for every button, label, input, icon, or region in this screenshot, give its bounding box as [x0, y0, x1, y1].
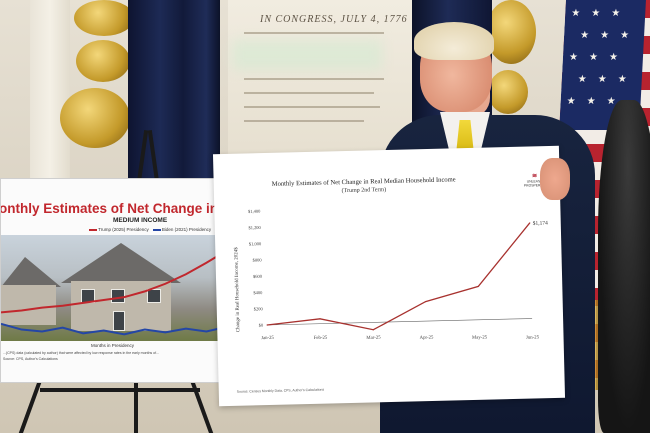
gold-ornament — [74, 0, 134, 36]
main-poster: Monthly Estimates of Net Change in Real … — [212, 145, 566, 407]
y-axis-label: Change in Real Household Income, 2024$ — [234, 247, 241, 333]
y-tick-label: $400 — [253, 290, 263, 295]
flag-star-icon: ★ — [610, 8, 621, 19]
income-data-point — [266, 324, 268, 326]
x-tick-label: Jan-25 — [261, 336, 275, 341]
left-poster-subtitle: MEDIUM INCOME — [113, 217, 168, 224]
data-label-latest: $1,174 — [533, 220, 549, 227]
flag-star-icon: ★ — [566, 96, 576, 107]
left-poster-legend: Trump (2025) Presidency Biden (2021) Pre… — [89, 227, 211, 232]
y-tick-label: $1,400 — [248, 209, 261, 215]
income-series-line — [267, 222, 531, 331]
left-poster-source: Source: CPS, Author's Calculations — [3, 357, 58, 361]
flag-star-icon: ★ — [597, 74, 608, 85]
left-poster-title: onthly Estimates of Net Change in Real H… — [0, 201, 245, 216]
x-axis-line — [267, 318, 533, 326]
y-tick-label: $800 — [253, 257, 263, 262]
gold-ornament — [488, 70, 528, 114]
x-tick-label: May-25 — [472, 335, 488, 340]
legend-label-trump: Trump (2025) Presidency — [98, 227, 149, 232]
y-tick-label: $1,000 — [249, 241, 262, 247]
x-tick-label: Feb-25 — [314, 336, 328, 341]
x-tick-label: Mar-25 — [366, 336, 381, 341]
y-tick-label: $200 — [254, 306, 264, 311]
house-window — [111, 289, 125, 303]
man-hair — [414, 22, 494, 60]
house-door — [113, 311, 125, 331]
gold-ornament — [486, 0, 536, 64]
flag-star-icon: ★ — [586, 96, 596, 107]
trump-series-line — [1, 249, 227, 314]
panel-line — [244, 32, 384, 34]
man-tie — [456, 120, 474, 154]
left-poster-footnote: ...(CPS) data (calculated by author) tha… — [3, 351, 159, 355]
legend-label-biden: Biden (2021) Presidency — [161, 227, 212, 232]
panel-glow — [232, 40, 382, 70]
left-poster-axis-label: Months in Presidency — [91, 343, 135, 348]
flag-star-icon: ★ — [590, 8, 601, 19]
flag-star-icon: ★ — [568, 52, 579, 63]
house-wall — [1, 285, 56, 325]
income-data-point — [529, 222, 531, 224]
income-data-point — [319, 318, 321, 320]
biden-series-line — [1, 322, 227, 336]
flag-star-icon: ★ — [579, 30, 590, 41]
main-poster-source: Source: Census Monthly Data, CPS, Author… — [236, 387, 325, 394]
house-window — [147, 289, 161, 303]
flag-star-icon: ★ — [570, 8, 581, 19]
bronze-bust — [598, 100, 650, 433]
panel-line — [244, 120, 364, 122]
panel-line — [244, 106, 380, 108]
flag-star-icon: ★ — [588, 52, 599, 63]
income-data-point — [425, 300, 427, 303]
left-poster-lines — [1, 249, 227, 336]
easel-leg — [134, 378, 138, 433]
left-poster: onthly Estimates of Net Change in Real H… — [0, 178, 246, 383]
income-data-point — [372, 329, 374, 331]
panel-line — [244, 92, 374, 94]
x-tick-label: Jun-25 — [526, 335, 540, 340]
gold-ornament — [76, 40, 130, 82]
y-tick-group: $0 $200 $400 $600 $800 $1,000 $1,200 $1,400 — [248, 209, 533, 328]
gold-ornament — [60, 88, 130, 148]
legend-swatch-biden — [152, 228, 161, 231]
y-tick-label: $0 — [259, 323, 264, 328]
panel-line — [244, 78, 384, 80]
x-tick-label: Apr-25 — [420, 336, 434, 341]
income-data-point — [477, 285, 479, 288]
wall-pilaster — [30, 0, 70, 190]
flag-star-icon: ★ — [617, 74, 628, 85]
y-tick-label: $1,200 — [248, 225, 261, 231]
easel-bar — [40, 388, 200, 392]
panel-heading: IN CONGRESS, JULY 4, 1776 — [260, 14, 408, 25]
legend-swatch-trump — [89, 228, 97, 231]
flag-star-icon: ★ — [608, 52, 619, 63]
flag-star-icon: ★ — [599, 30, 610, 41]
x-tick-group: Jan-25 Feb-25 Mar-25 Apr-25 May-25 Jun-25 — [261, 335, 540, 341]
man-right-hand — [540, 158, 570, 200]
house-photo — [1, 235, 227, 341]
flag-star-icon: ★ — [619, 30, 630, 41]
income-line-chart: Change in Real Household Income, 2024$ $… — [234, 209, 549, 342]
y-tick-label: $600 — [253, 274, 263, 279]
flag-star-icon: ★ — [577, 74, 588, 85]
